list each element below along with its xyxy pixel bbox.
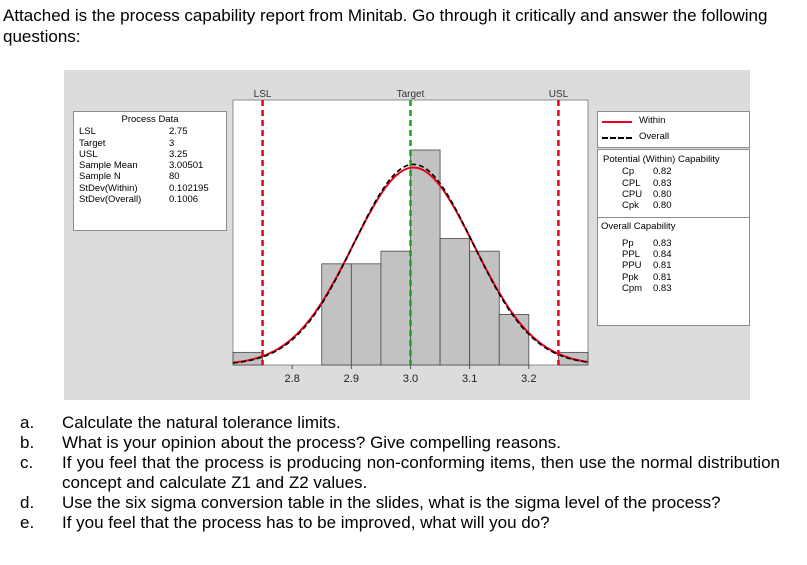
legend-swatch — [602, 137, 632, 139]
process-data-label: StDev(Overall) — [79, 194, 142, 206]
legend-swatch — [602, 121, 632, 123]
capability-stat-cpk: Cpk 0.80 — [598, 200, 749, 211]
stat-value: 0.81 — [653, 271, 672, 283]
histogram-bar — [469, 250, 500, 366]
histogram-bar — [498, 314, 530, 366]
question-marker: e. — [20, 513, 35, 532]
stat-label: CPL — [622, 177, 641, 189]
stat-label: Pp — [622, 237, 634, 249]
curve-overall — [232, 163, 589, 364]
question-text: If you feel that the process is producin… — [62, 453, 780, 492]
legend-label: Within — [639, 115, 666, 126]
capability-stat-pp: Pp 0.83 — [598, 238, 749, 249]
question-item: e. If you feel that the process has to be… — [20, 513, 780, 533]
capability-stat-cpm: Cpm 0.83 — [598, 283, 749, 294]
process-data-label: Sample Mean — [79, 160, 138, 172]
process-data-label: Sample N — [79, 171, 121, 183]
stat-label: CPU — [622, 188, 643, 200]
reference-label-usl: USL — [549, 89, 569, 100]
process-data-label: Target — [79, 137, 106, 149]
histogram-bar — [321, 263, 352, 366]
legend-label: Overall — [639, 131, 670, 142]
potential-capability-title: Potential (Within) Capability — [603, 154, 720, 165]
histogram-bar — [350, 263, 382, 366]
process-data-value: 0.1006 — [169, 194, 199, 206]
histogram-bar — [410, 149, 441, 366]
x-tick-label: 2.9 — [344, 373, 359, 385]
process-data-label: USL — [79, 148, 98, 160]
process-data-value: 80 — [169, 171, 180, 183]
stat-label: Cpk — [622, 200, 639, 212]
process-data-value: 3.25 — [169, 148, 188, 160]
question-marker: a. — [20, 413, 35, 432]
question-item: a. Calculate the natural tolerance limits… — [20, 413, 780, 433]
capability-stats-box: Potential (Within) Capability Cp 0.82 CPL 0… — [597, 149, 750, 326]
stat-value: 0.83 — [653, 282, 672, 294]
capability-stat-ppk: Ppk 0.81 — [598, 272, 749, 283]
process-data-row: Sample Mean 3.00501 — [74, 160, 226, 171]
histogram-bar — [439, 238, 471, 366]
process-data-value: 2.75 — [169, 126, 188, 138]
process-data-label: StDev(Within) — [79, 182, 138, 194]
stat-value: 0.82 — [653, 166, 672, 178]
intro-text: Attached is the process capability repor… — [3, 6, 768, 46]
stat-label: PPU — [622, 260, 642, 272]
stat-value: 0.80 — [653, 200, 672, 212]
capability-report: LSL Target USL 2.8 2.9 3.0 3.1 3.2 Process Data… — [64, 70, 750, 400]
x-tick-label: 3.2 — [521, 373, 536, 385]
stat-value: 0.83 — [653, 177, 672, 189]
histogram-bar — [380, 250, 411, 366]
legend-entry-overall: Overall — [598, 131, 749, 144]
capability-stat-cpu: CPU 0.80 — [598, 189, 749, 200]
question-marker: c. — [20, 453, 34, 472]
x-tick-label: 3.1 — [462, 373, 477, 385]
stats-divider — [598, 217, 749, 219]
process-data-row: StDev(Overall) 0.1006 — [74, 194, 226, 205]
question-marker: b. — [20, 433, 35, 452]
process-data-label: LSL — [79, 126, 96, 138]
capability-stat-ppl: PPL 0.84 — [598, 249, 749, 260]
question-text: Use the six sigma conversion table in th… — [62, 493, 721, 512]
process-data-row: USL 3.25 — [74, 149, 226, 160]
stat-value: 0.80 — [653, 188, 672, 200]
question-text: What is your opinion about the process? … — [62, 433, 561, 452]
curve-within — [232, 166, 589, 364]
process-data-row: StDev(Within) 0.102195 — [74, 183, 226, 194]
legend-entry-within: Within — [598, 115, 749, 128]
stat-label: Cp — [622, 166, 635, 178]
capability-stat-cp: Cp 0.82 — [598, 166, 749, 177]
process-data-row: LSL 2.75 — [74, 126, 226, 137]
stat-value: 0.84 — [653, 249, 672, 261]
legend-box: Within Overall — [597, 111, 750, 148]
question-text: If you feel that the process has to be i… — [62, 513, 550, 532]
overall-capability-title: Overall Capability — [601, 221, 676, 233]
process-data-row: Target 3 — [74, 138, 226, 149]
x-tick-label: 2.8 — [285, 373, 300, 385]
capability-histogram: LSL Target USL 2.8 2.9 3.0 3.1 3.2 — [232, 89, 589, 385]
process-data-value: 0.102195 — [169, 182, 209, 194]
question-item: d. Use the six sigma conversion table in … — [20, 493, 780, 513]
question-marker: d. — [20, 493, 35, 512]
reference-label-lsl: LSL — [254, 89, 272, 100]
stat-value: 0.81 — [653, 260, 672, 272]
capability-stat-ppu: PPU 0.81 — [598, 260, 749, 271]
process-data-value: 3.00501 — [169, 160, 204, 172]
process-data-title: Process Data — [121, 114, 179, 125]
question-list: a. Calculate the natural tolerance limits… — [20, 413, 780, 533]
question-item: b. What is your opinion about the process… — [20, 433, 780, 453]
stat-label: PPL — [622, 249, 640, 261]
question-item: c. If you feel that the process is produc… — [20, 453, 780, 493]
x-tick-label: 3.0 — [403, 373, 418, 385]
process-data-value: 3 — [169, 137, 175, 149]
stat-value: 0.83 — [653, 237, 672, 249]
question-text: Calculate the natural tolerance limits. — [62, 413, 341, 432]
process-data-row: Sample N 80 — [74, 171, 226, 182]
process-data-box: Process Data LSL 2.75 Target 3 USL 3.25 Sample… — [73, 111, 227, 231]
capability-stat-cpl: CPL 0.83 — [598, 178, 749, 189]
stat-label: Ppk — [622, 271, 639, 283]
reference-label-target: Target — [397, 89, 425, 100]
stat-label: Cpm — [622, 282, 643, 294]
